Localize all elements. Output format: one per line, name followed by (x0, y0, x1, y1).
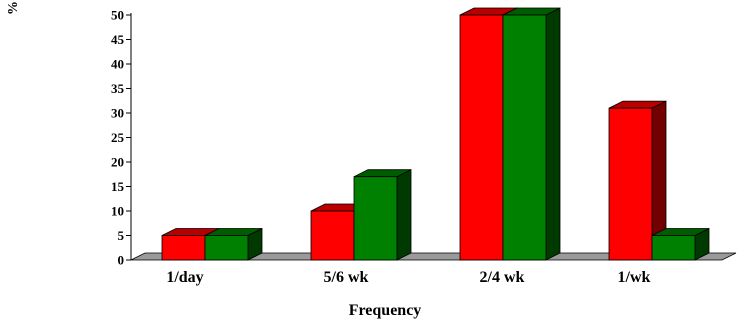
x-category-label: 1/day (166, 269, 203, 286)
y-axis-label: % (6, 1, 21, 15)
y-tick-label: 15 (111, 179, 125, 194)
bar-green (204, 227, 263, 261)
y-tick-label: 20 (111, 155, 124, 170)
x-category-label: 2/4 wk (480, 269, 525, 286)
y-tick-label: 0 (118, 253, 125, 268)
bar-green (353, 169, 412, 261)
y-axis-ticks: 0 5 10 15 20 25 30 35 40 45 50 (111, 8, 131, 268)
bar-front (608, 107, 653, 261)
bar-front (651, 235, 696, 261)
y-tick-label: 50 (111, 8, 124, 23)
bar-front (459, 14, 504, 261)
bar-front (161, 235, 206, 261)
y-tick-label: 5 (118, 228, 125, 243)
bar-green (502, 7, 561, 261)
y-tick-label: 30 (111, 106, 124, 121)
bar-green (651, 227, 710, 261)
x-axis-label: Frequency (349, 302, 422, 319)
bar-side (545, 7, 561, 261)
x-category-label: 1/wk (618, 269, 651, 286)
y-tick-label: 25 (111, 130, 125, 145)
bar-front (310, 210, 355, 261)
x-category-label: 5/6 wk (324, 269, 369, 286)
bar-front (502, 14, 547, 261)
bars-group (161, 7, 710, 261)
bar-side (396, 169, 412, 261)
y-tick-label: 45 (111, 32, 125, 47)
bar-front (353, 176, 398, 261)
y-tick-label: 10 (111, 204, 124, 219)
y-tick-label: 40 (111, 57, 124, 72)
bar-red (608, 100, 667, 261)
y-tick-label: 35 (111, 81, 125, 96)
bar-front (204, 235, 249, 261)
x-axis-categories: 1/day 5/6 wk 2/4 wk 1/wk (166, 269, 650, 286)
